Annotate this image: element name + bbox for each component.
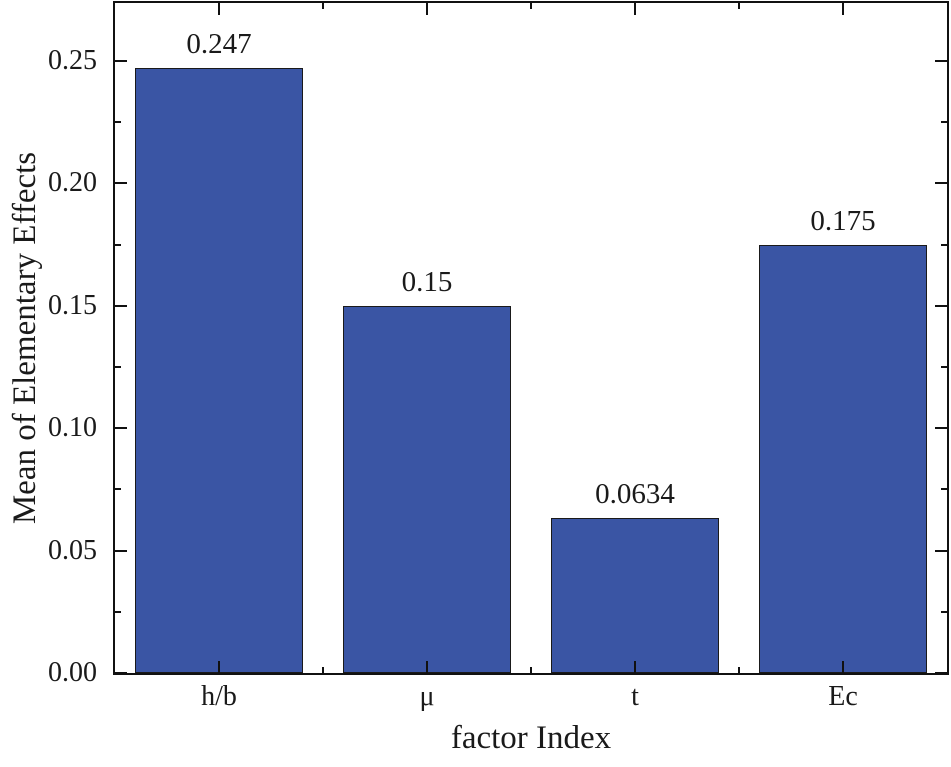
x-major-tick — [634, 3, 636, 15]
bar — [550, 517, 720, 673]
x-tick-label: μ — [419, 681, 435, 712]
x-major-tick — [426, 661, 428, 673]
x-major-tick — [426, 3, 428, 15]
y-minor-tick — [115, 121, 121, 124]
y-tick-label: 0.05 — [48, 534, 97, 566]
y-major-tick — [115, 304, 127, 307]
y-major-tick — [115, 427, 127, 430]
x-tick-label: h/b — [201, 681, 237, 712]
y-major-tick — [935, 304, 947, 307]
x-major-tick — [218, 661, 220, 673]
y-major-tick — [935, 427, 947, 430]
x-minor-tick — [530, 667, 532, 673]
y-major-tick — [115, 549, 127, 552]
y-tick-label: 0.10 — [48, 412, 97, 444]
bar-value-label: 0.0634 — [595, 477, 675, 510]
y-minor-tick — [941, 488, 947, 491]
bar — [134, 68, 304, 673]
y-axis-title: Mean of Elementary Effects — [7, 151, 43, 525]
x-minor-tick — [738, 667, 740, 673]
y-tick-label: 0.25 — [48, 45, 97, 77]
y-minor-tick — [115, 610, 121, 613]
x-major-tick — [218, 3, 220, 15]
y-major-tick — [115, 182, 127, 185]
x-axis-title: factor Index — [450, 720, 612, 756]
y-tick-label: 0.15 — [48, 289, 97, 321]
y-major-tick — [115, 60, 127, 63]
x-major-tick — [842, 661, 844, 673]
x-minor-tick — [322, 667, 324, 673]
bar-value-label: 0.175 — [810, 204, 876, 237]
y-minor-tick — [941, 121, 947, 124]
y-major-tick — [935, 182, 947, 185]
y-minor-tick — [941, 610, 947, 613]
y-minor-tick — [941, 366, 947, 368]
y-tick-label: 0.20 — [48, 167, 97, 199]
x-tick-label: Ec — [828, 681, 858, 712]
bar — [758, 244, 928, 673]
y-tick-label: 0.00 — [48, 657, 97, 688]
y-minor-tick — [115, 366, 121, 368]
x-minor-tick — [530, 3, 532, 9]
x-major-tick — [842, 3, 844, 15]
x-minor-tick — [322, 3, 324, 9]
bar — [342, 305, 512, 673]
x-major-tick — [634, 661, 636, 673]
y-major-tick — [935, 672, 947, 674]
y-major-tick — [935, 60, 947, 63]
x-tick-label: t — [631, 681, 639, 712]
x-minor-tick — [738, 3, 740, 9]
bar-value-label: 0.15 — [401, 265, 453, 298]
y-minor-tick — [941, 243, 947, 246]
y-minor-tick — [115, 488, 121, 491]
y-major-tick — [935, 549, 947, 552]
y-minor-tick — [115, 243, 121, 246]
bar-value-label: 0.247 — [186, 28, 252, 61]
y-major-tick — [115, 672, 127, 674]
